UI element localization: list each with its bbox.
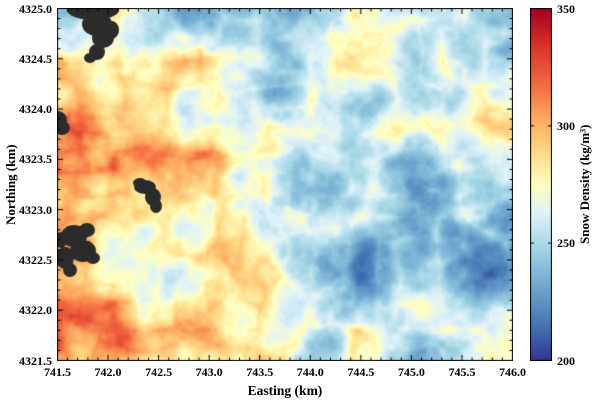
y-tick-label: 4323.0 (19, 202, 52, 217)
y-tick-label: 4324.5 (19, 51, 52, 66)
x-tick-label: 746.0 (499, 365, 526, 379)
x-tick-label: 742.5 (145, 365, 173, 379)
colorbar-tick-label: 250 (557, 236, 575, 251)
y-tick-label: 4325.0 (19, 1, 52, 16)
y-tick-label: 4322.0 (19, 303, 52, 318)
colorbar-canvas (530, 8, 552, 361)
y-tick-label: 4321.5 (19, 353, 52, 368)
colorbar-tick-label: 350 (557, 1, 575, 16)
colorbar-tick-label: 300 (557, 118, 575, 133)
x-tick-label: 743.5 (246, 365, 274, 379)
heatmap-canvas (57, 8, 513, 361)
y-tick-label: 4323.5 (19, 152, 52, 167)
x-tick-label: 742.0 (94, 365, 122, 379)
x-tick-label: 745.5 (448, 365, 476, 379)
x-tick-label: 744.0 (296, 365, 324, 379)
x-tick-label: 744.5 (347, 365, 375, 379)
x-tick-label: 745.0 (397, 365, 425, 379)
y-tick-label: 4324.0 (19, 102, 52, 117)
x-tick-label: 743.0 (195, 365, 223, 379)
x-tick-label: 741.5 (44, 365, 71, 379)
x-axis-label: Easting (km) (247, 383, 323, 398)
y-tick-label: 4322.5 (19, 252, 52, 267)
colorbar-tick-label: 200 (557, 353, 575, 368)
colorbar-label: Snow Density (kg/m³) (577, 124, 592, 245)
